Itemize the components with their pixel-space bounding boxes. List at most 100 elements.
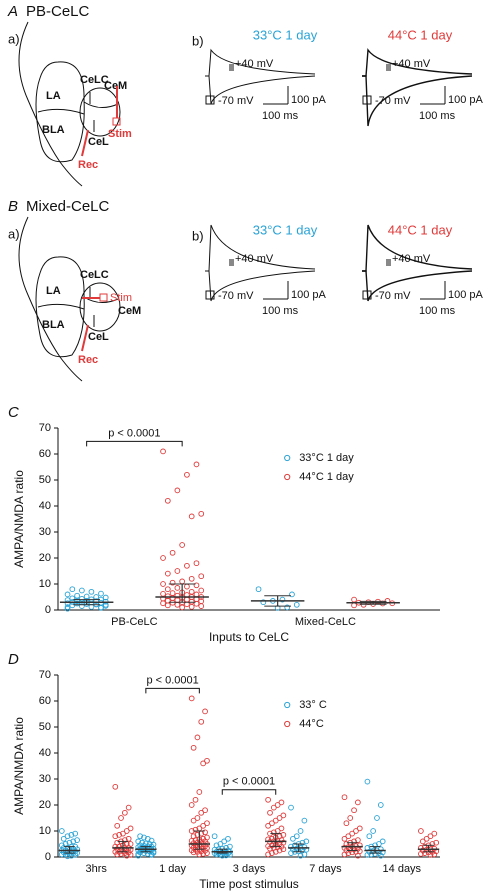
- data-point: [184, 596, 190, 603]
- data-point: [169, 549, 176, 556]
- legend-marker: [284, 720, 291, 728]
- data-point: [421, 850, 428, 856]
- data-point: [204, 820, 210, 827]
- x-tick-label: 3hrs: [85, 863, 107, 875]
- significance-bracket: [145, 687, 200, 694]
- data-point: [349, 830, 355, 837]
- data-point: [364, 778, 371, 785]
- data-point: [193, 582, 200, 589]
- rec-electrode: [81, 324, 89, 352]
- data-point: [127, 852, 134, 858]
- data-point: [193, 600, 200, 607]
- data-point: [202, 708, 208, 715]
- rec-label: Rec: [78, 354, 98, 366]
- brain-outline: [18, 216, 83, 382]
- data-point: [204, 850, 210, 856]
- trace-pos: [362, 224, 473, 272]
- data-point: [64, 605, 71, 612]
- data-point: [112, 833, 119, 840]
- hold-box: [205, 290, 215, 300]
- data-point: [284, 604, 291, 611]
- data-point: [169, 590, 176, 596]
- data-point: [374, 815, 380, 821]
- data-point: [198, 718, 205, 725]
- data-point: [225, 835, 231, 842]
- data-point: [121, 809, 128, 816]
- data-point: [301, 851, 308, 858]
- y-tick-label: 0: [45, 604, 51, 616]
- data-point: [141, 834, 147, 841]
- data-point: [198, 603, 205, 609]
- data-point: [194, 734, 201, 741]
- y-tick-label: 0: [45, 851, 51, 863]
- data-point: [174, 568, 181, 574]
- region-label: CeLC: [80, 269, 109, 281]
- legend-marker: [284, 701, 291, 709]
- x-tick-label: 1 day: [159, 863, 186, 875]
- region-label: CeL: [88, 331, 109, 343]
- data-point: [356, 825, 363, 832]
- hold-pos: +40 mV: [235, 58, 274, 70]
- data-point: [64, 853, 71, 860]
- data-point: [368, 851, 375, 858]
- data-point: [179, 604, 186, 611]
- scale-amp: 100 pA: [448, 289, 483, 301]
- data-point: [351, 838, 357, 845]
- hold-pos: +40 mV: [235, 253, 274, 265]
- hold-box: [362, 95, 372, 105]
- data-point: [169, 579, 176, 586]
- data-point: [355, 799, 361, 806]
- panel-title: PB-CeLC: [26, 3, 90, 20]
- panel-letter: A: [7, 3, 18, 20]
- data-point: [341, 835, 348, 842]
- y-tick-label: 70: [39, 669, 51, 681]
- data-point: [260, 599, 267, 606]
- y-tick-label: 20: [39, 552, 51, 564]
- data-point: [144, 835, 151, 842]
- data-point: [423, 835, 430, 842]
- panel-letter: D: [8, 651, 19, 668]
- data-point: [188, 695, 195, 702]
- legend-label: 44°C 1 day: [299, 471, 354, 483]
- y-tick-label: 30: [39, 526, 51, 538]
- data-point: [179, 542, 186, 548]
- data-point: [188, 598, 195, 605]
- x-axis-label: Time post stimulus: [199, 877, 299, 891]
- trace-pos: [205, 224, 316, 272]
- panel-letter: B: [8, 198, 18, 215]
- data-point: [64, 833, 71, 840]
- amygdala-outline: [35, 61, 85, 163]
- data-point: [58, 851, 65, 858]
- significance-bracket: [221, 789, 277, 795]
- data-point: [280, 832, 287, 838]
- data-point: [370, 828, 377, 834]
- data-point: [433, 839, 440, 846]
- data-point: [198, 809, 205, 816]
- data-point: [192, 796, 199, 803]
- data-point: [276, 847, 283, 854]
- x-tick-label: 3 days: [233, 863, 266, 875]
- annotation: p < 0.0001: [146, 674, 198, 686]
- data-point: [379, 838, 386, 845]
- data-point: [217, 841, 224, 847]
- data-point: [188, 513, 195, 520]
- region-label: CeM: [118, 305, 141, 317]
- data-point: [270, 804, 277, 811]
- data-point: [120, 830, 126, 837]
- data-point: [127, 825, 134, 832]
- data-point: [139, 839, 145, 846]
- data-point: [148, 852, 155, 858]
- region-label: CeL: [88, 136, 109, 148]
- legend-marker: [284, 454, 291, 462]
- y-tick-label: 40: [39, 500, 51, 512]
- data-point: [265, 851, 271, 858]
- data-point: [98, 590, 104, 597]
- hold-neg: -70 mV: [375, 95, 411, 107]
- data-point: [88, 588, 95, 595]
- data-point: [184, 562, 190, 569]
- data-point: [274, 802, 281, 808]
- data-point: [112, 783, 119, 790]
- y-tick-label: 10: [39, 825, 51, 837]
- data-point: [135, 838, 142, 845]
